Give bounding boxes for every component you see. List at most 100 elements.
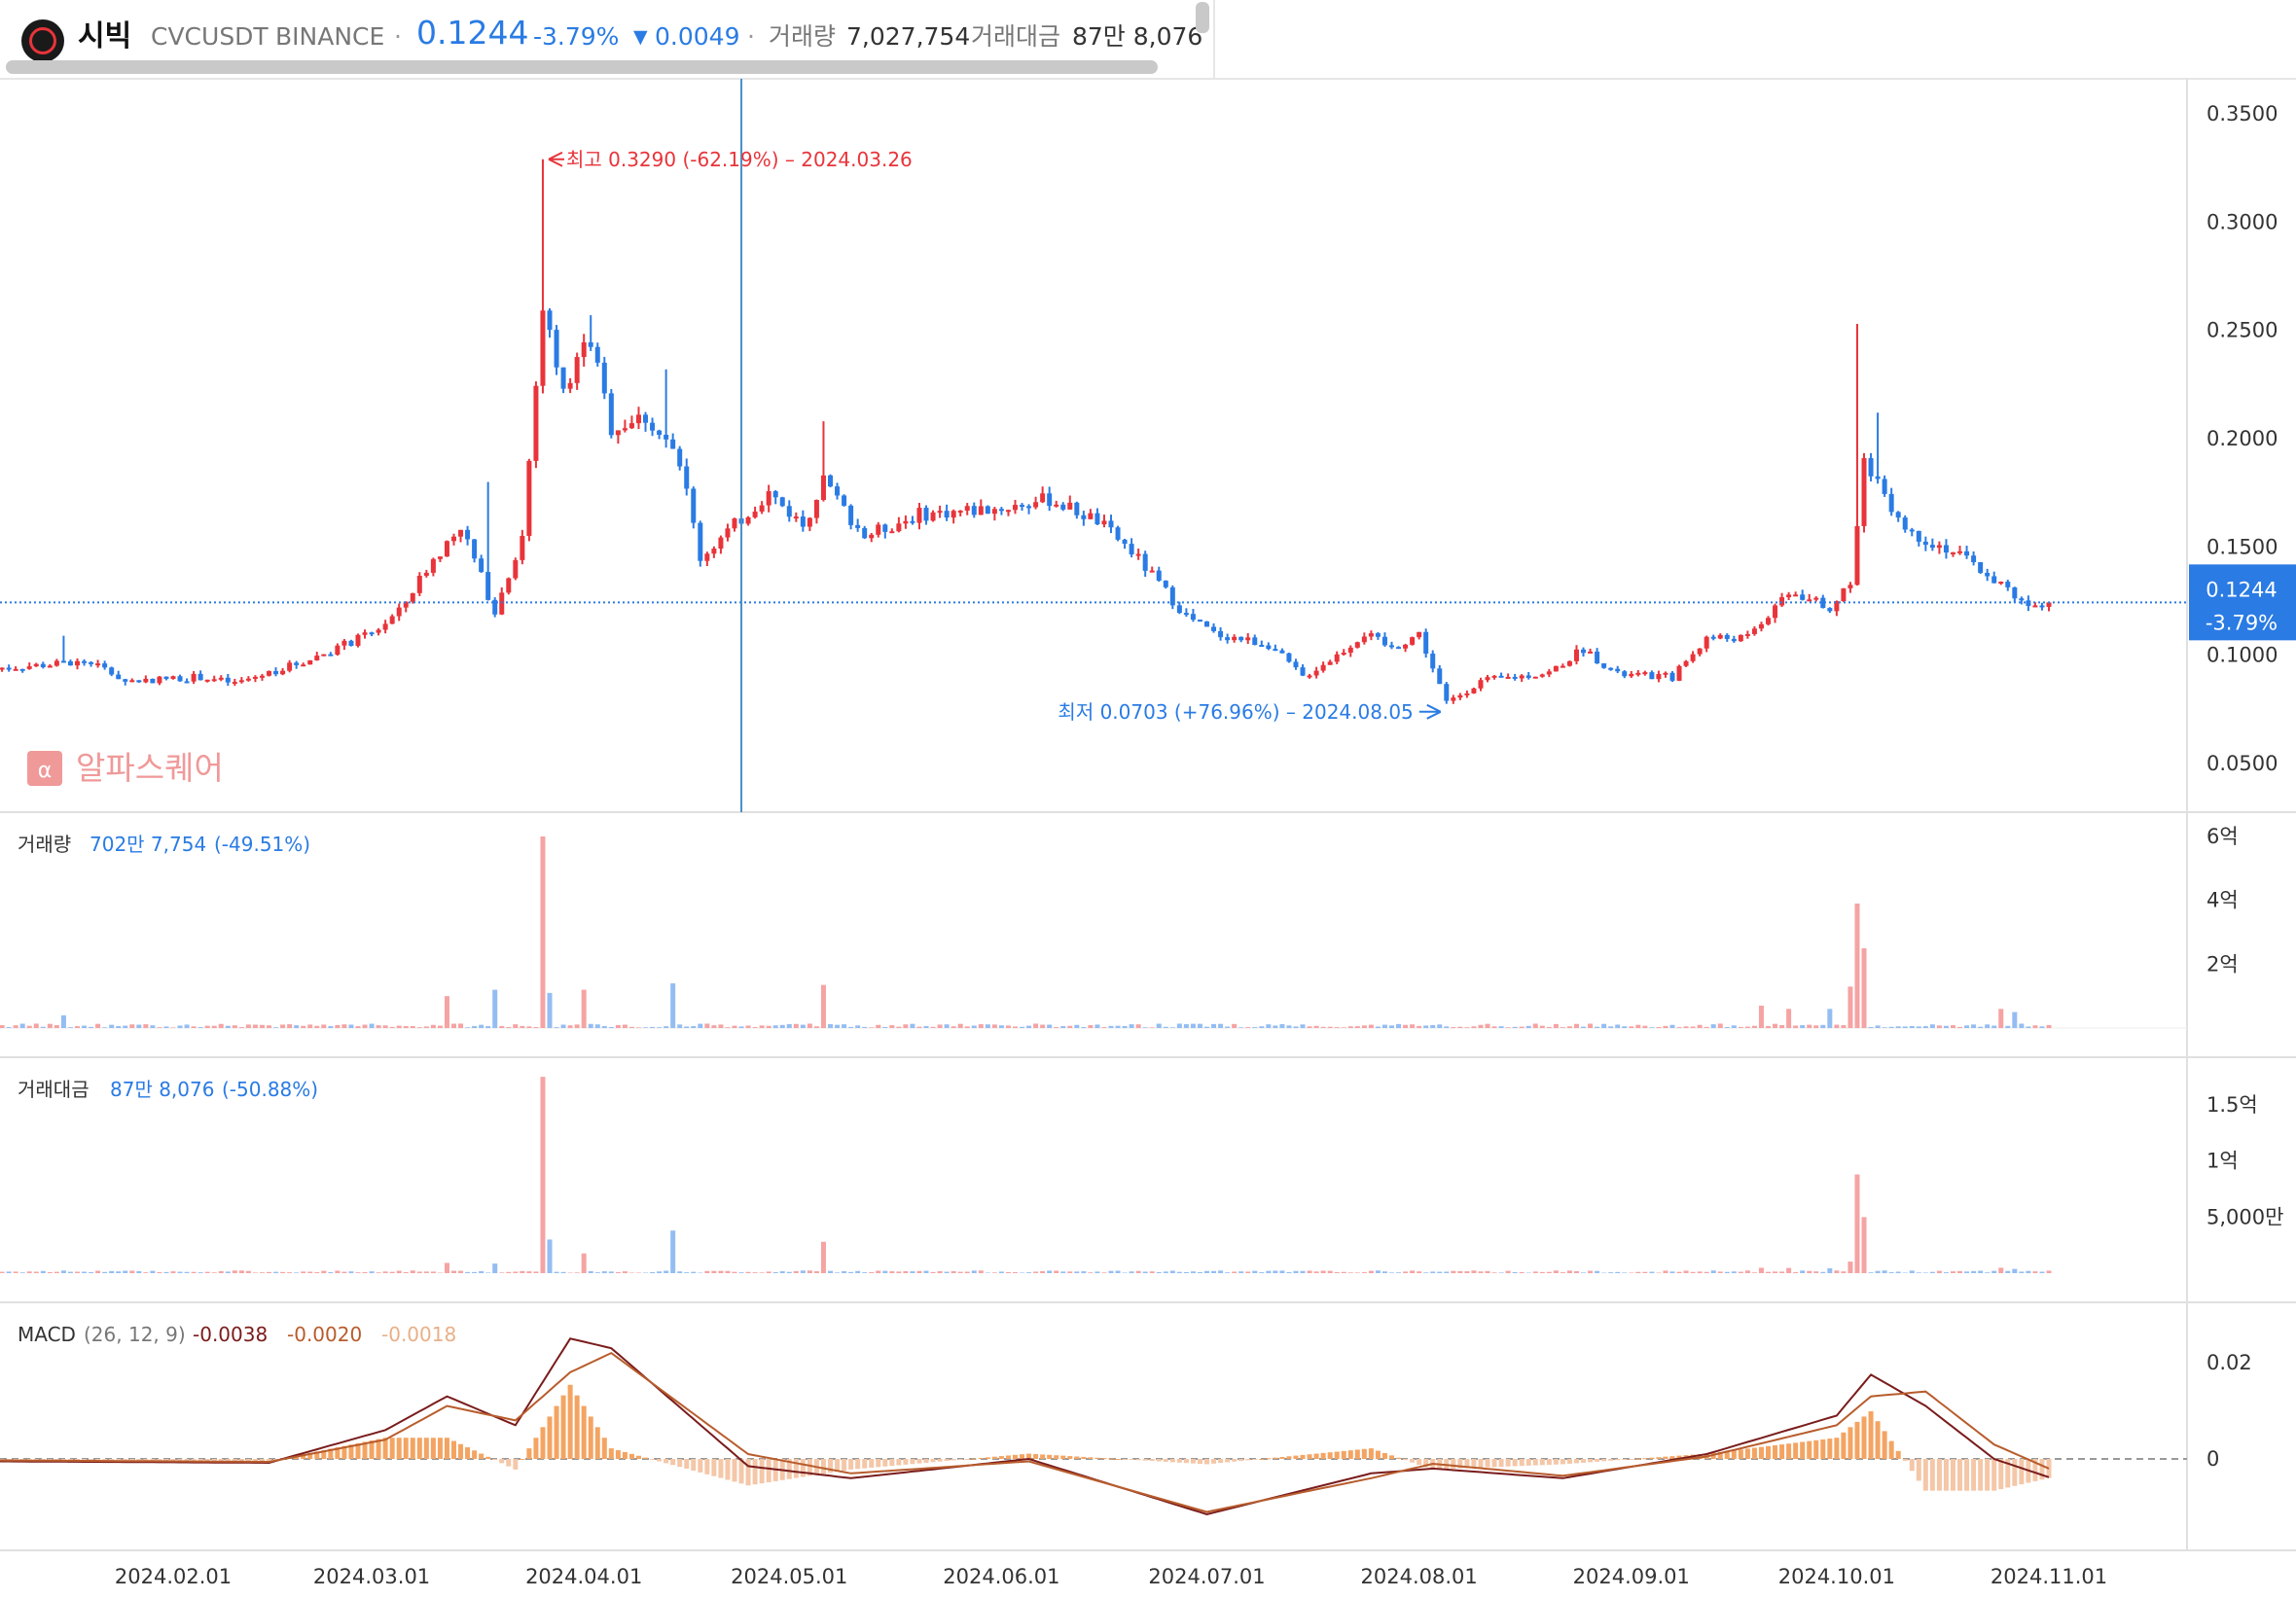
volume-bar <box>492 989 498 1028</box>
candle-body <box>1978 562 1984 573</box>
volume-bar <box>1793 1025 1799 1028</box>
macd-histogram-bar <box>1875 1421 1881 1459</box>
volume-bar <box>615 1024 621 1028</box>
candle-body <box>964 506 970 512</box>
amount-bar <box>635 1272 641 1273</box>
amount-bar <box>1088 1272 1094 1273</box>
volume-bar <box>6 1027 12 1028</box>
volume-bar <box>1841 1024 1847 1028</box>
macd-histogram-bar <box>951 1459 956 1461</box>
candle-body <box>1642 672 1648 675</box>
macd-tick-label: 0.02 <box>2206 1351 2252 1374</box>
volume-bar <box>1300 1024 1306 1028</box>
volume-bar <box>691 1025 697 1028</box>
candle-body <box>95 663 101 666</box>
amount-bar <box>1108 1270 1114 1273</box>
amount-bar <box>2046 1270 2052 1273</box>
volume-bar <box>2012 1012 2018 1028</box>
candle-body <box>204 679 210 682</box>
macd-histogram-bar <box>1047 1454 1053 1459</box>
macd-histogram-bar <box>882 1459 888 1467</box>
candle-body <box>820 475 826 501</box>
amount-bar <box>1026 1272 1032 1273</box>
amount-bar <box>197 1272 203 1273</box>
horizontal-scrollbar[interactable] <box>6 60 1158 74</box>
amount-bar <box>1505 1270 1511 1273</box>
candle-body <box>1020 505 1025 508</box>
candle-body <box>238 680 244 683</box>
candle-body <box>513 559 519 579</box>
volume-bar <box>294 1025 300 1028</box>
candle-body <box>1361 636 1367 643</box>
amount-bar <box>1300 1270 1306 1273</box>
amount-bar <box>1313 1271 1319 1273</box>
amount-bar <box>1259 1272 1265 1273</box>
amount-bar <box>1820 1271 1826 1273</box>
macd-histogram-bar <box>1601 1459 1607 1462</box>
amount-bar <box>1786 1267 1792 1273</box>
y-tick-label: 0.2500 <box>2206 319 2278 342</box>
volume-bar <box>1354 1026 1360 1028</box>
vertical-scrollbar[interactable] <box>1196 2 1209 33</box>
volume-bar <box>643 1027 649 1028</box>
candle-body <box>1354 642 1360 648</box>
macd-histogram-bar <box>1423 1459 1429 1468</box>
macd-histogram-bar <box>978 1457 984 1459</box>
macd-histogram-bar <box>608 1448 614 1459</box>
amount-bar <box>574 1272 580 1273</box>
amount-bar <box>1341 1271 1346 1273</box>
macd-histogram-bar <box>820 1459 826 1475</box>
volume-bar <box>1875 1025 1881 1028</box>
candle-body <box>485 572 491 600</box>
amount-bar <box>211 1272 217 1273</box>
candle-body <box>813 500 819 518</box>
candle-body <box>745 516 751 524</box>
macd-histogram-bar <box>937 1459 943 1462</box>
amount-bar <box>341 1271 347 1273</box>
volume-bar <box>1437 1024 1443 1028</box>
macd-histogram-bar <box>2039 1459 2045 1480</box>
volume-bar <box>985 1024 990 1028</box>
macd-histogram-bar <box>259 1459 265 1462</box>
candle-body <box>444 541 449 557</box>
volume-bar <box>540 836 546 1028</box>
volume-bar <box>745 1025 751 1028</box>
volume-bar <box>1854 903 1860 1028</box>
macd-tick-label: 0 <box>2206 1447 2219 1471</box>
amount-bar <box>1532 1271 1538 1273</box>
amount-bar <box>1581 1272 1587 1273</box>
macd-histogram-bar <box>842 1459 847 1471</box>
amount-bar <box>800 1270 806 1273</box>
candle-body <box>328 654 334 657</box>
macd-histogram-bar <box>533 1438 539 1459</box>
candle-body <box>273 671 279 675</box>
watermark-text: 알파스퀘어 <box>76 749 224 787</box>
volume-bar <box>622 1024 628 1028</box>
volume-bar <box>704 1023 710 1028</box>
amount-bar <box>1615 1271 1621 1273</box>
amount-bar <box>1279 1270 1285 1273</box>
volume-bar <box>786 1023 792 1028</box>
amount-bar <box>1286 1271 1292 1273</box>
candle-body <box>499 592 505 615</box>
x-tick-label: 2024.02.01 <box>115 1565 232 1588</box>
candle-body <box>1115 527 1121 540</box>
candle-body <box>129 680 135 683</box>
amount-bar <box>896 1271 902 1273</box>
amount-bar <box>1410 1270 1416 1273</box>
candle-body <box>1375 633 1381 637</box>
candle-body <box>47 665 53 668</box>
candle-body <box>301 664 306 667</box>
volume-bar <box>1026 1025 1032 1028</box>
volume-bar <box>341 1024 347 1028</box>
macd-histogram-bar <box>998 1456 1004 1459</box>
candle-body <box>423 572 429 576</box>
header-divider <box>1213 0 1215 78</box>
candle-body <box>1279 650 1285 654</box>
candle-body <box>1396 647 1402 650</box>
volume-bar <box>1834 1024 1840 1028</box>
amount-bar <box>1710 1270 1716 1273</box>
candle-body <box>416 575 422 593</box>
candle-body <box>403 601 409 608</box>
